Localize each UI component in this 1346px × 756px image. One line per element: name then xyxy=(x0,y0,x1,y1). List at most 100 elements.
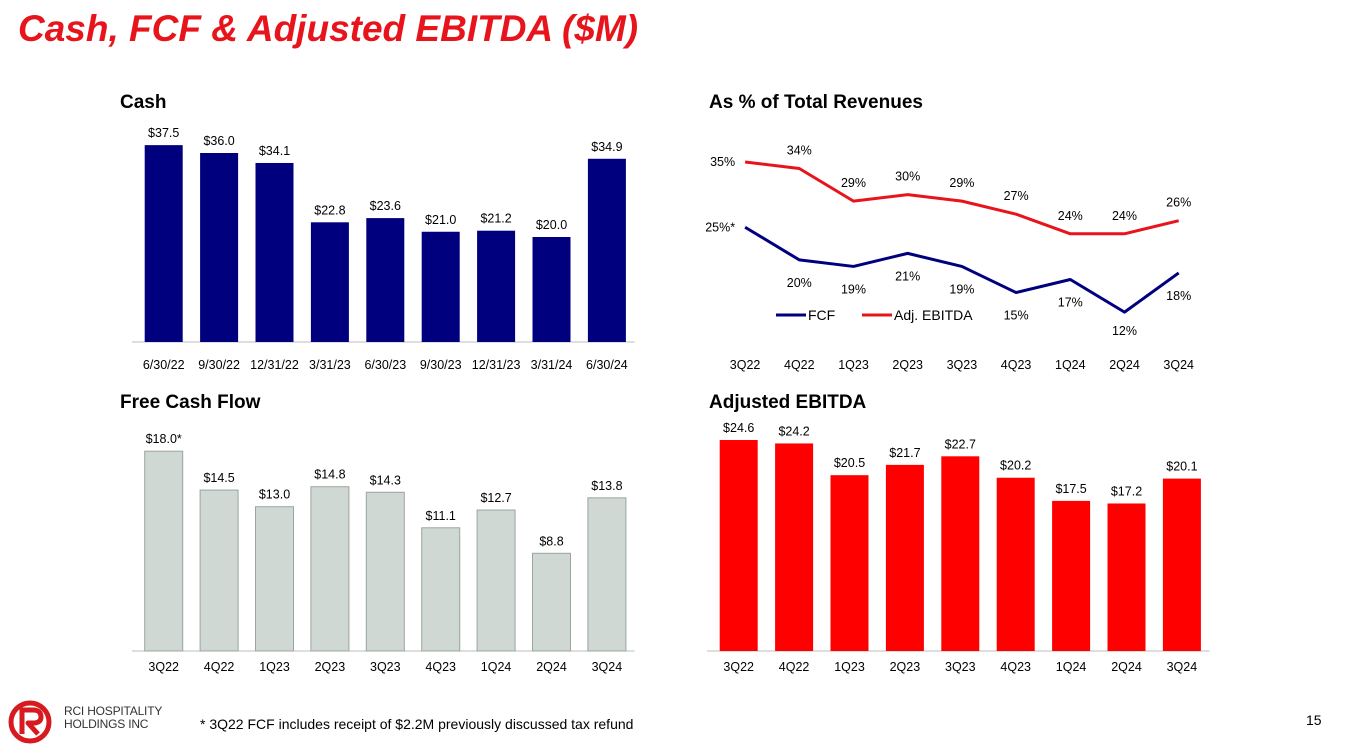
cash-data-label: $36.0 xyxy=(203,134,234,148)
ebitda-data-label: $24.6 xyxy=(723,421,754,435)
fcf-tick-label: 2Q24 xyxy=(536,660,567,674)
fcf-tick-label: 4Q22 xyxy=(204,660,235,674)
cash-data-label: $37.5 xyxy=(148,126,179,140)
cash-tick-label: 6/30/22 xyxy=(143,358,185,372)
cash-bar xyxy=(587,158,626,342)
fcf-tick-label: 4Q23 xyxy=(425,660,456,674)
ebitda-tick-label: 3Q24 xyxy=(1167,660,1198,674)
pct-series-line-fcf xyxy=(744,225,1180,314)
cash-data-label: $21.0 xyxy=(425,213,456,227)
ebitda-bar xyxy=(996,477,1035,651)
cash-data-label: $21.2 xyxy=(480,212,511,226)
cash-chart-title: Cash xyxy=(120,92,167,113)
pct-tick-label: 2Q24 xyxy=(1109,358,1140,372)
fcf-tick-label: 3Q22 xyxy=(148,660,179,674)
cash-bar xyxy=(477,230,516,342)
pct-tick-label: 3Q22 xyxy=(730,358,761,372)
pct-data-label: 19% xyxy=(841,282,866,296)
fcf-data-label: $14.3 xyxy=(370,473,401,487)
pct-tick-label: 1Q23 xyxy=(838,358,869,372)
fcf-data-label: $11.1 xyxy=(426,509,456,523)
ebitda-data-label: $17.2 xyxy=(1111,484,1142,498)
ebitda-bar xyxy=(830,475,869,651)
cash-tick-label: 12/31/22 xyxy=(250,358,299,372)
page-number: 15 xyxy=(1306,712,1322,728)
ebitda-bar xyxy=(1107,503,1146,651)
cash-bar xyxy=(144,145,183,342)
fcf-bar xyxy=(255,506,294,652)
fcf-data-label: $13.0 xyxy=(259,488,290,502)
logo-text: RCI HOSPITALITY HOLDINGS INC xyxy=(64,705,162,731)
pct-data-label: 15% xyxy=(1004,309,1029,323)
fcf-bar xyxy=(199,489,239,652)
cash-bar xyxy=(200,153,239,342)
ebitda-bar xyxy=(775,443,814,651)
ebitda-bar xyxy=(941,456,980,651)
ebitda-data-label: $21.7 xyxy=(889,446,920,460)
ebitda-bar xyxy=(885,464,924,651)
pct-data-label: 18% xyxy=(1166,289,1191,303)
cash-data-label: $20.0 xyxy=(536,218,567,232)
ebitda-tick-label: 2Q23 xyxy=(890,660,921,674)
company-logo: RCI HOSPITALITY HOLDINGS INC xyxy=(8,696,168,746)
pct-data-label: 35% xyxy=(710,155,735,169)
pct-data-label: 19% xyxy=(949,282,974,296)
pct-data-label: 21% xyxy=(895,269,920,283)
cash-bar xyxy=(255,162,294,342)
logo-line-1: RCI HOSPITALITY xyxy=(64,704,163,718)
ebitda-bar xyxy=(719,440,758,651)
cash-data-label: $34.9 xyxy=(591,140,622,154)
ebitda-data-label: $17.5 xyxy=(1055,482,1086,496)
pct-chart-title: As % of Total Revenues xyxy=(709,92,923,113)
pct-series-line-ebitda xyxy=(744,160,1180,236)
legend-ebitda-label: Adj. EBITDA xyxy=(894,307,973,323)
pct-data-label: 24% xyxy=(1058,209,1083,223)
footnote: * 3Q22 FCF includes receipt of $2.2M pre… xyxy=(200,716,634,732)
fcf-tick-label: 1Q24 xyxy=(481,660,512,674)
pct-tick-label: 1Q24 xyxy=(1055,358,1086,372)
ebitda-tick-label: 1Q24 xyxy=(1056,660,1087,674)
pct-data-label: 12% xyxy=(1112,324,1137,338)
cash-data-label: $22.8 xyxy=(314,203,345,217)
ebitda-bar xyxy=(1052,500,1091,651)
pct-data-label: 34% xyxy=(787,143,812,157)
fcf-data-label: $12.7 xyxy=(480,491,511,505)
ebitda-tick-label: 1Q23 xyxy=(834,660,865,674)
ebitda-data-label: $22.7 xyxy=(945,437,976,451)
fcf-data-label: $18.0* xyxy=(146,432,182,446)
pct-tick-label: 4Q22 xyxy=(784,358,815,372)
ebitda-tick-label: 3Q22 xyxy=(723,660,754,674)
pct-tick-label: 3Q23 xyxy=(947,358,978,372)
cash-bar xyxy=(421,231,460,342)
fcf-bar xyxy=(421,527,461,652)
ebitda-data-label: $20.2 xyxy=(1000,459,1031,473)
pct-tick-label: 2Q23 xyxy=(892,358,923,372)
cash-tick-label: 6/30/24 xyxy=(586,358,628,372)
ebitda-bar xyxy=(1162,478,1201,651)
rci-logo-icon xyxy=(8,700,52,744)
fcf-tick-label: 1Q23 xyxy=(259,660,290,674)
fcf-data-label: $13.8 xyxy=(591,479,622,493)
pct-data-label: 26% xyxy=(1166,196,1191,210)
fcf-data-label: $8.8 xyxy=(539,534,563,548)
cash-bar xyxy=(310,222,349,342)
ebitda-tick-label: 2Q24 xyxy=(1111,660,1142,674)
pct-data-label: 17% xyxy=(1058,295,1083,309)
fcf-data-label: $14.5 xyxy=(203,471,234,485)
fcf-tick-label: 3Q24 xyxy=(592,660,623,674)
fcf-tick-label: 2Q23 xyxy=(315,660,346,674)
cash-data-label: $23.6 xyxy=(370,199,401,213)
pct-data-label: 24% xyxy=(1112,209,1137,223)
cash-tick-label: 3/31/23 xyxy=(309,358,351,372)
fcf-bar xyxy=(310,486,350,652)
fcf-chart-title: Free Cash Flow xyxy=(120,392,261,413)
cash-tick-label: 6/30/23 xyxy=(364,358,406,372)
fcf-bar xyxy=(365,491,405,652)
ebitda-data-label: $20.1 xyxy=(1166,460,1197,474)
ebitda-data-label: $24.2 xyxy=(778,424,809,438)
pct-data-label: 27% xyxy=(1004,189,1029,203)
fcf-bar xyxy=(587,497,627,652)
ebitda-tick-label: 3Q23 xyxy=(945,660,976,674)
cash-data-label: $34.1 xyxy=(259,144,290,158)
